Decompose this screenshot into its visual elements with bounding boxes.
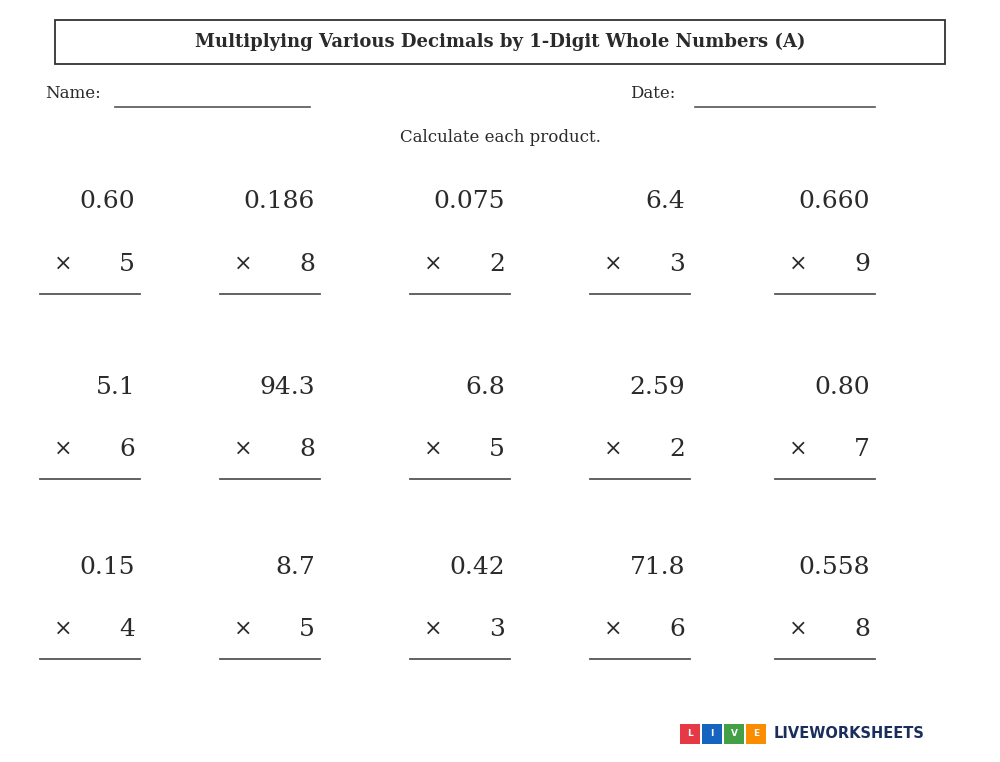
Text: ×: × bbox=[604, 438, 622, 460]
Text: 3: 3 bbox=[489, 617, 505, 641]
Text: 0.186: 0.186 bbox=[244, 190, 315, 213]
Text: 2.59: 2.59 bbox=[629, 376, 685, 399]
Text: ×: × bbox=[54, 253, 72, 275]
Text: LIVEWORKSHEETS: LIVEWORKSHEETS bbox=[774, 726, 925, 741]
Text: 8: 8 bbox=[299, 437, 315, 460]
Text: 71.8: 71.8 bbox=[630, 555, 685, 578]
FancyBboxPatch shape bbox=[746, 724, 766, 744]
Text: ×: × bbox=[54, 438, 72, 460]
Text: Date:: Date: bbox=[630, 85, 675, 103]
Text: ×: × bbox=[789, 438, 807, 460]
Text: V: V bbox=[730, 729, 738, 738]
Text: Calculate each product.: Calculate each product. bbox=[400, 129, 600, 146]
Text: ×: × bbox=[789, 253, 807, 275]
Text: 0.660: 0.660 bbox=[798, 190, 870, 213]
Text: 0.075: 0.075 bbox=[434, 190, 505, 213]
Text: 0.558: 0.558 bbox=[798, 555, 870, 578]
Text: L: L bbox=[687, 729, 693, 738]
Text: 2: 2 bbox=[669, 437, 685, 460]
Text: ×: × bbox=[234, 618, 252, 640]
Text: 5: 5 bbox=[119, 252, 135, 276]
Text: 0.15: 0.15 bbox=[80, 555, 135, 578]
Text: 7: 7 bbox=[854, 437, 870, 460]
Text: E: E bbox=[753, 729, 759, 738]
Text: 0.80: 0.80 bbox=[814, 376, 870, 399]
Text: 3: 3 bbox=[669, 252, 685, 276]
Text: ×: × bbox=[234, 253, 252, 275]
Text: ×: × bbox=[54, 618, 72, 640]
Text: 5: 5 bbox=[299, 617, 315, 641]
FancyBboxPatch shape bbox=[55, 20, 945, 64]
Text: 6.4: 6.4 bbox=[645, 190, 685, 213]
Text: I: I bbox=[710, 729, 714, 738]
Text: Multiplying Various Decimals by 1-Digit Whole Numbers (A): Multiplying Various Decimals by 1-Digit … bbox=[195, 33, 805, 51]
Text: 5.1: 5.1 bbox=[95, 376, 135, 399]
Text: 2: 2 bbox=[489, 252, 505, 276]
Text: ×: × bbox=[424, 253, 442, 275]
FancyBboxPatch shape bbox=[702, 724, 722, 744]
Text: 4: 4 bbox=[119, 617, 135, 641]
Text: 8.7: 8.7 bbox=[275, 555, 315, 578]
Text: 8: 8 bbox=[299, 252, 315, 276]
Text: 6.8: 6.8 bbox=[465, 376, 505, 399]
Text: ×: × bbox=[424, 618, 442, 640]
Text: 6: 6 bbox=[119, 437, 135, 460]
FancyBboxPatch shape bbox=[724, 724, 744, 744]
Text: ×: × bbox=[234, 438, 252, 460]
Text: 0.60: 0.60 bbox=[79, 190, 135, 213]
Text: ×: × bbox=[604, 618, 622, 640]
Text: 6: 6 bbox=[669, 617, 685, 641]
FancyBboxPatch shape bbox=[680, 724, 700, 744]
Text: 8: 8 bbox=[854, 617, 870, 641]
Text: 0.42: 0.42 bbox=[449, 555, 505, 578]
Text: 5: 5 bbox=[489, 437, 505, 460]
Text: ×: × bbox=[604, 253, 622, 275]
Text: ×: × bbox=[789, 618, 807, 640]
Text: 9: 9 bbox=[854, 252, 870, 276]
Text: 94.3: 94.3 bbox=[259, 376, 315, 399]
Text: Name:: Name: bbox=[45, 85, 101, 103]
Text: ×: × bbox=[424, 438, 442, 460]
